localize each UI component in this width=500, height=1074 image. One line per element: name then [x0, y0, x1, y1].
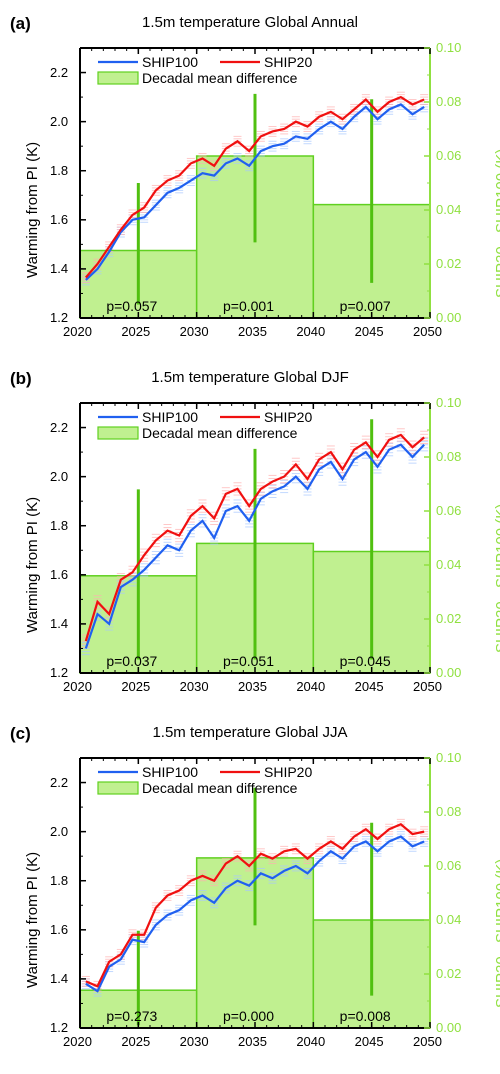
y-left-tick-label: 1.6 [50, 567, 68, 582]
x-tick-label: 2040 [296, 1034, 325, 1049]
legend-ship100-label: SHIP100 [142, 54, 198, 70]
y-right-tick-label: 0.04 [436, 557, 461, 572]
legend-bar-swatch [98, 427, 138, 439]
y-right-tick-label: 0.06 [436, 503, 461, 518]
x-tick-label: 2025 [121, 1034, 150, 1049]
legend-bar-label: Decadal mean difference [142, 425, 297, 441]
x-tick-label: 2045 [355, 1034, 384, 1049]
legend-ship20-label: SHIP20 [264, 54, 312, 70]
y-right-tick-label: 0.04 [436, 202, 461, 217]
y-left-tick-label: 1.4 [50, 971, 68, 986]
x-tick-label: 2030 [180, 324, 209, 339]
y-left-tick-label: 1.6 [50, 212, 68, 227]
p-value-label: p=0.001 [223, 298, 274, 314]
x-tick-label: 2050 [413, 1034, 442, 1049]
legend-bar-label: Decadal mean difference [142, 780, 297, 796]
legend-bar-swatch [98, 782, 138, 794]
y-right-tick-label: 0.00 [436, 665, 461, 680]
x-tick-label: 2035 [238, 324, 267, 339]
p-value-label: p=0.045 [340, 653, 391, 669]
y-left-tick-label: 1.2 [50, 1020, 68, 1035]
y-left-tick-label: 2.2 [50, 775, 68, 790]
y-left-tick-label: 1.2 [50, 310, 68, 325]
x-tick-label: 2030 [180, 1034, 209, 1049]
y-right-tick-label: 0.04 [436, 912, 461, 927]
x-tick-label: 2020 [63, 679, 92, 694]
legend-bar-label: Decadal mean difference [142, 70, 297, 86]
p-value-label: p=0.037 [106, 653, 157, 669]
x-tick-label: 2050 [413, 679, 442, 694]
y-right-tick-label: 0.02 [436, 611, 461, 626]
p-value-label: p=0.051 [223, 653, 274, 669]
y-right-tick-label: 0.08 [436, 804, 461, 819]
y-left-tick-label: 2.2 [50, 65, 68, 80]
legend-ship100-label: SHIP100 [142, 409, 198, 425]
p-value-label: p=0.008 [340, 1008, 391, 1024]
y-left-tick-label: 1.6 [50, 922, 68, 937]
y-left-tick-label: 1.8 [50, 873, 68, 888]
x-tick-label: 2035 [238, 1034, 267, 1049]
y-left-tick-label: 2.2 [50, 420, 68, 435]
p-value-label: p=0.273 [106, 1008, 157, 1024]
x-tick-label: 2045 [355, 324, 384, 339]
y-right-tick-label: 0.00 [436, 1020, 461, 1035]
y-right-tick-label: 0.10 [436, 40, 461, 55]
p-value-label: p=0.057 [106, 298, 157, 314]
y-right-tick-label: 0.06 [436, 858, 461, 873]
y-right-tick-label: 0.02 [436, 256, 461, 271]
x-tick-label: 2025 [121, 324, 150, 339]
x-tick-label: 2045 [355, 679, 384, 694]
x-tick-label: 2030 [180, 679, 209, 694]
y-right-tick-label: 0.10 [436, 750, 461, 765]
x-tick-label: 2035 [238, 679, 267, 694]
y-left-tick-label: 2.0 [50, 114, 68, 129]
legend-ship20-label: SHIP20 [264, 764, 312, 780]
x-tick-label: 2020 [63, 324, 92, 339]
y-right-tick-label: 0.00 [436, 310, 461, 325]
x-tick-label: 2050 [413, 324, 442, 339]
y-right-tick-label: 0.10 [436, 395, 461, 410]
y-left-tick-label: 2.0 [50, 469, 68, 484]
y-left-tick-label: 1.4 [50, 261, 68, 276]
legend-bar-swatch [98, 72, 138, 84]
y-right-tick-label: 0.06 [436, 148, 461, 163]
legend-ship100-label: SHIP100 [142, 764, 198, 780]
y-left-tick-label: 1.8 [50, 518, 68, 533]
chart-panel: (b)1.5m temperature Global DJFWarming fr… [0, 363, 500, 718]
y-left-tick-label: 1.8 [50, 163, 68, 178]
x-tick-label: 2025 [121, 679, 150, 694]
legend-ship20-label: SHIP20 [264, 409, 312, 425]
y-left-tick-label: 2.0 [50, 824, 68, 839]
y-right-tick-label: 0.02 [436, 966, 461, 981]
y-right-tick-label: 0.08 [436, 94, 461, 109]
y-left-tick-label: 1.2 [50, 665, 68, 680]
chart-panel: (c)1.5m temperature Global JJAWarming fr… [0, 718, 500, 1073]
p-value-label: p=0.000 [223, 1008, 274, 1024]
p-value-label: p=0.007 [340, 298, 391, 314]
x-tick-label: 2020 [63, 1034, 92, 1049]
y-right-tick-label: 0.08 [436, 449, 461, 464]
x-tick-label: 2040 [296, 679, 325, 694]
chart-panel: (a)1.5m temperature Global AnnualWarming… [0, 8, 500, 363]
y-left-tick-label: 1.4 [50, 616, 68, 631]
x-tick-label: 2040 [296, 324, 325, 339]
